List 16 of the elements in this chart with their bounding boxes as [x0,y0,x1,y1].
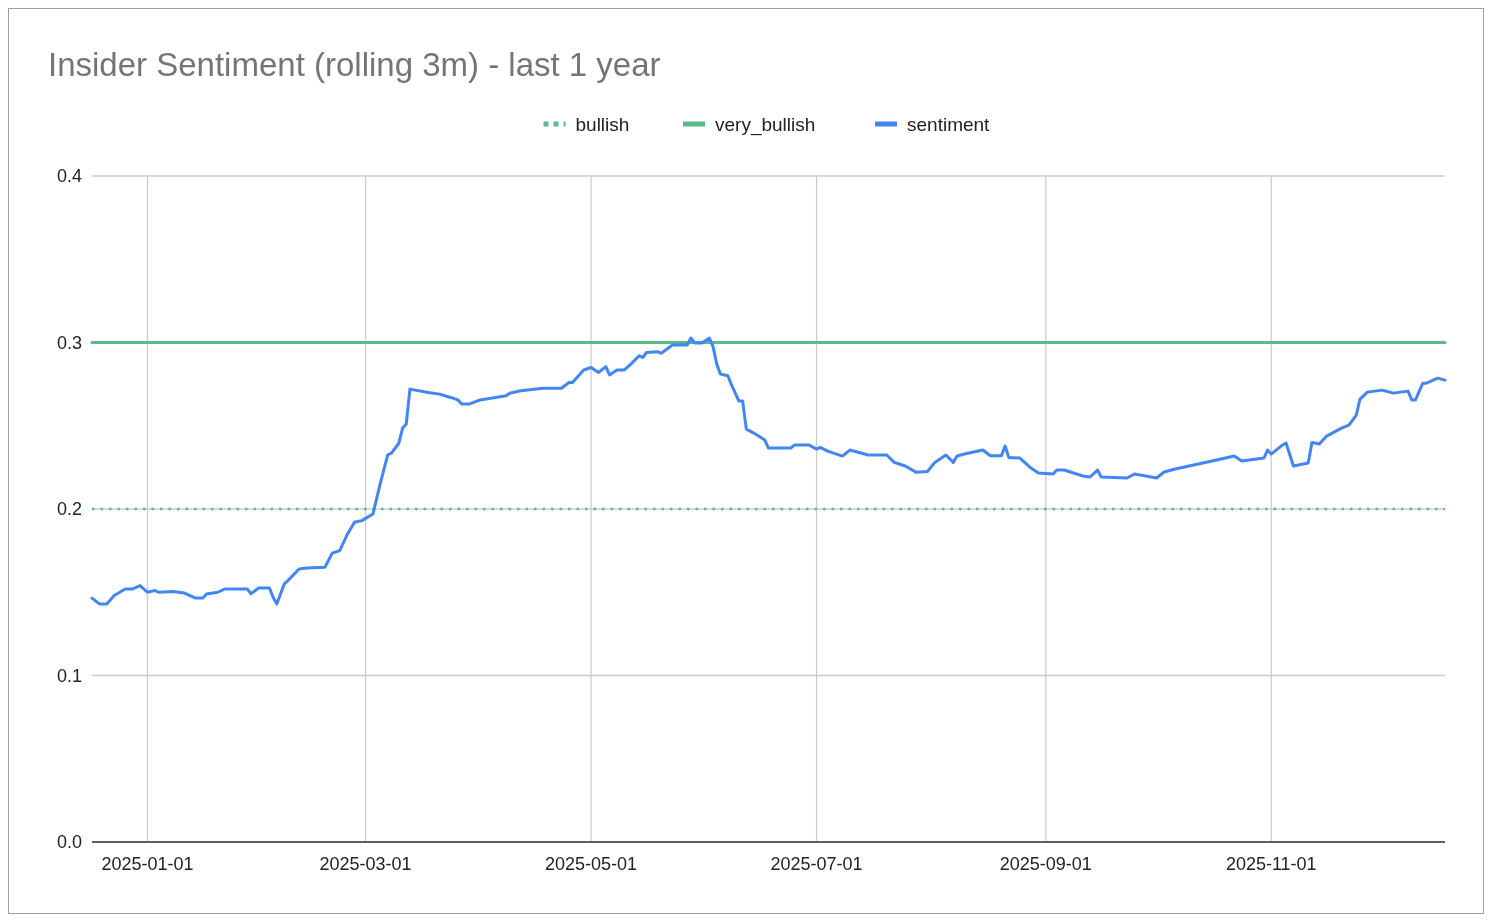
y-tick-label: 0.3 [56,332,82,353]
x-tick-label: 2025-01-01 [101,854,194,874]
x-tick-label: 2025-03-01 [319,854,412,874]
x-tick-label: 2025-05-01 [545,854,638,874]
x-tick-label: 2025-09-01 [999,854,1092,874]
y-tick-label: 0.2 [56,499,82,520]
line-series [90,336,1447,606]
y-tick-label: 0.1 [56,665,82,686]
legend-label: sentiment [907,113,991,135]
y-tick-label: 0.4 [56,166,82,187]
legend-label: bullish [575,113,630,135]
legend-label: very_bullish [715,113,816,136]
chart-title: Insider Sentiment (rolling 3m) - last 1 year [48,46,661,83]
y-tick-label: 0.0 [56,832,82,853]
x-tick-label: 2025-11-01 [1225,854,1317,874]
x-tick-label: 2025-07-01 [770,854,863,874]
